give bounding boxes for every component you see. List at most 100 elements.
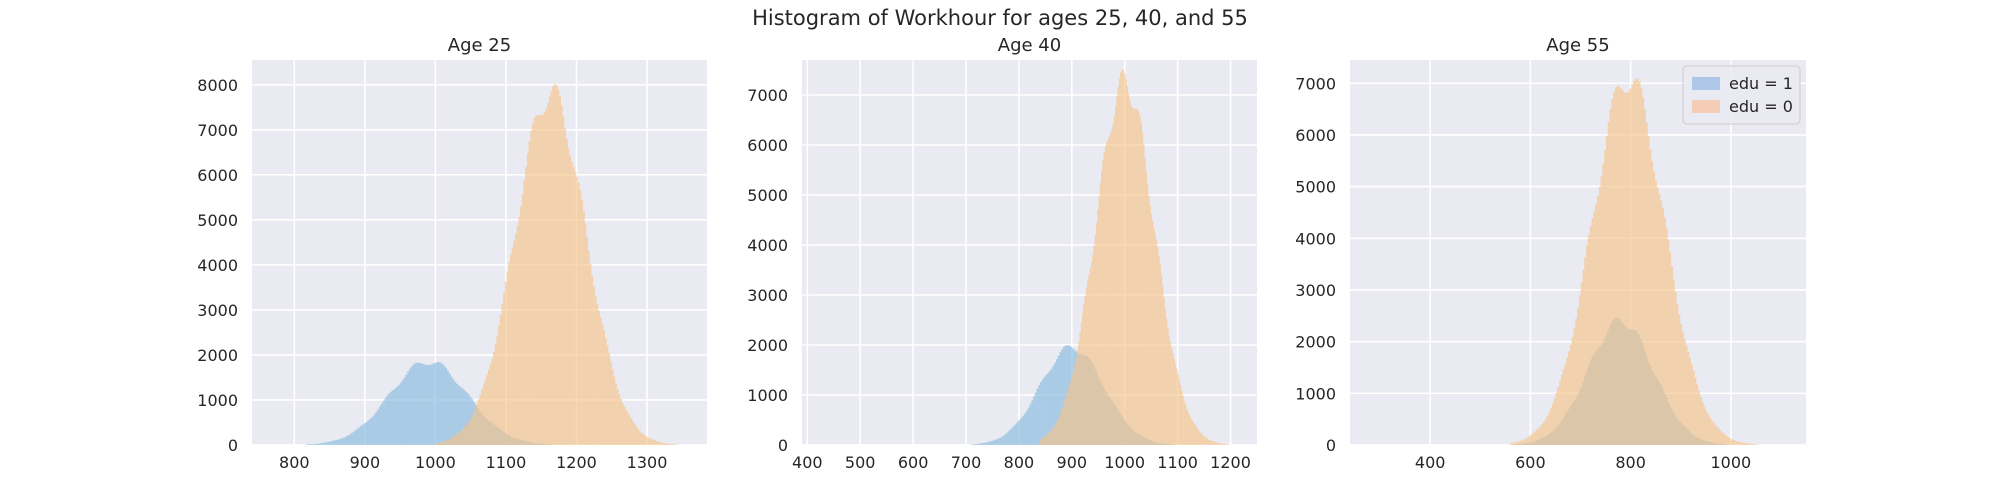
histogram-bar: [326, 442, 329, 445]
histogram-bar: [1591, 218, 1594, 445]
histogram-bar: [1214, 441, 1216, 445]
histogram-bar: [435, 362, 438, 445]
histogram-bar: [1161, 286, 1164, 445]
histogram-bar: [1569, 344, 1572, 445]
series-edu-0: [1040, 69, 1230, 446]
histogram-bar: [1041, 379, 1044, 445]
histogram-bar: [1111, 129, 1113, 445]
histogram-bar: [305, 444, 308, 445]
histogram-bar: [626, 412, 629, 445]
x-tick-label: 500: [845, 453, 876, 472]
histogram-bar: [1047, 373, 1050, 445]
histogram-bar: [555, 85, 558, 445]
histogram-bar: [492, 351, 495, 445]
histogram-bar: [1011, 427, 1014, 445]
histogram-bar: [518, 216, 521, 445]
histogram-bar: [1528, 436, 1531, 445]
histogram-bar: [1059, 352, 1062, 445]
histogram-bar: [360, 425, 363, 445]
histogram-bar: [645, 436, 648, 445]
histogram-bar: [1670, 266, 1674, 445]
histogram-bar: [1658, 194, 1661, 445]
histogram-bar: [444, 367, 447, 445]
histogram-bar: [973, 444, 976, 445]
histogram-bar: [1560, 374, 1563, 445]
histogram-bar: [1198, 431, 1201, 445]
histogram-bar: [1719, 430, 1722, 445]
histogram-bar: [1734, 440, 1737, 445]
histogram-bar: [465, 424, 468, 445]
histogram-bar: [1546, 416, 1549, 445]
histogram-bar: [1613, 91, 1616, 445]
histogram-bar: [382, 400, 385, 445]
histogram-bar: [1551, 403, 1554, 445]
histogram-bar: [501, 303, 504, 445]
histogram-bar: [601, 323, 604, 445]
histogram-bar: [339, 438, 342, 445]
y-tick-label: 0: [1326, 436, 1336, 455]
histogram-bar: [1521, 440, 1524, 445]
histogram-bar: [1182, 395, 1184, 445]
histogram-bar: [531, 123, 534, 445]
histogram-bar: [1616, 85, 1619, 446]
histogram-bar: [476, 404, 479, 445]
histogram-bar: [1618, 86, 1621, 445]
histogram-bar: [1103, 151, 1106, 445]
histogram-bar: [1222, 443, 1225, 445]
x-tick-label: 900: [1057, 453, 1088, 472]
histogram-bar: [457, 385, 461, 445]
histogram-bar: [1050, 368, 1053, 445]
histogram-bar: [1064, 399, 1066, 445]
histogram-bar: [358, 427, 361, 445]
histogram-bar: [431, 363, 434, 445]
histogram-bar: [980, 443, 983, 445]
histogram-bar: [1566, 357, 1569, 445]
histogram-bar: [1158, 255, 1160, 445]
histogram-bar: [1753, 444, 1756, 445]
histogram-bar: [463, 390, 466, 445]
histogram-bar: [1202, 435, 1205, 445]
histogram-bar: [416, 362, 419, 445]
histogram-bar: [1071, 374, 1074, 445]
histogram-bar: [631, 420, 634, 445]
histogram-bar: [1531, 433, 1535, 445]
x-tick-label: 1000: [415, 453, 456, 472]
histogram-bar: [1010, 428, 1013, 445]
histogram-bar: [1587, 235, 1591, 445]
histogram-bar: [1134, 108, 1136, 446]
histogram-bar: [1605, 135, 1609, 445]
histogram-bar: [1172, 353, 1174, 445]
histogram-bar: [557, 89, 560, 445]
histogram-bar: [461, 388, 464, 445]
histogram-bar: [1090, 261, 1093, 445]
histogram-bar: [474, 408, 477, 445]
histogram-bar: [1038, 385, 1041, 445]
histogram-bar: [448, 438, 451, 445]
histogram-bar: [1217, 442, 1220, 445]
histogram-bar: [1607, 121, 1610, 445]
histogram-bar: [1013, 425, 1016, 445]
histogram-bar: [1519, 440, 1522, 445]
histogram-bar: [1034, 392, 1037, 445]
histogram-bar: [1057, 418, 1060, 445]
histogram-bar: [516, 225, 519, 445]
y-tick-label: 3000: [197, 301, 238, 320]
histogram-bar: [983, 442, 986, 445]
histogram-bar: [1018, 419, 1021, 445]
histogram-bar: [1705, 410, 1708, 445]
histogram-bar: [1674, 292, 1677, 445]
histogram-bar: [1212, 441, 1215, 445]
histogram-bar: [1642, 97, 1645, 445]
histogram-bar: [552, 86, 555, 445]
histogram-bar: [1191, 419, 1193, 445]
histogram-bar: [311, 444, 314, 445]
histogram-bar: [1694, 377, 1697, 445]
histogram-bar: [545, 108, 548, 445]
histogram-bar: [1571, 337, 1574, 445]
histogram-bar: [1078, 341, 1080, 445]
histogram-bar: [981, 443, 984, 445]
histogram-bar: [657, 441, 660, 445]
histogram-bar: [1061, 349, 1064, 445]
histogram-bar: [1555, 392, 1558, 445]
x-tick-label: 800: [1615, 453, 1646, 472]
